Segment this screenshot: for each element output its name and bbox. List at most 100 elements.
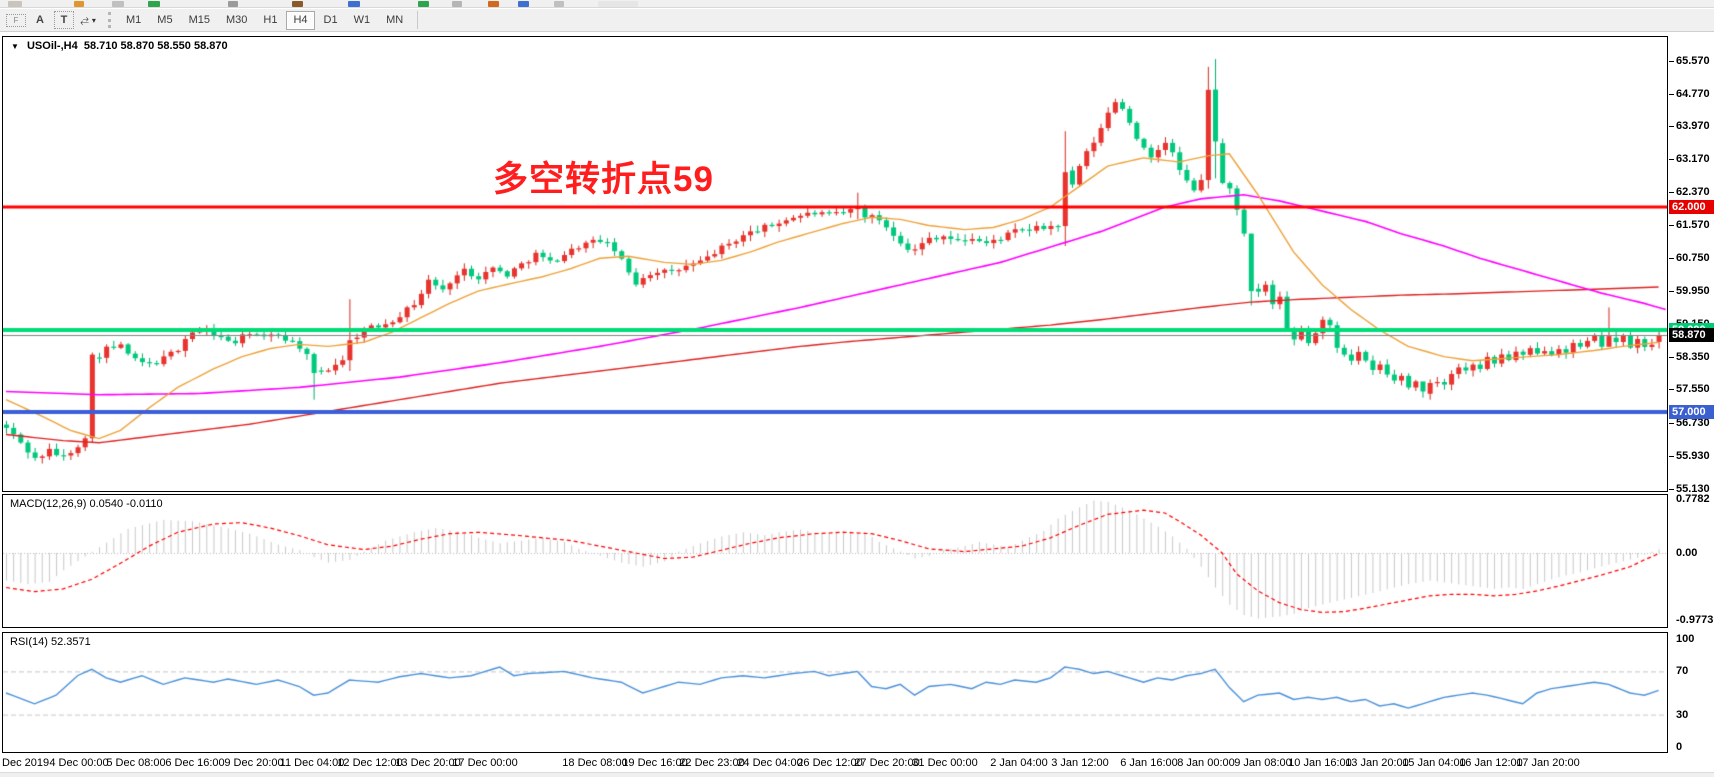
time-axis-label: 15 Jan 04:00 — [1402, 757, 1466, 769]
chevron-down-icon[interactable]: ▾ — [91, 15, 96, 25]
toolbar-icon-sliver[interactable] — [418, 1, 429, 7]
time-axis-label: 6 Dec 16:00 — [165, 757, 225, 769]
toolbar-drag-handle[interactable] — [108, 12, 112, 28]
timeframe-button-m5[interactable]: M5 — [150, 11, 179, 30]
time-axis-label: 13 Dec 20:00 — [395, 757, 461, 769]
price-tick: 62.370 — [1669, 185, 1710, 199]
chart-toolbar: F A T ⥄ ▾ M1 M5 M15 M30 H1 H4 D1 W1 MN — [0, 9, 1714, 32]
price-tick: 61.570 — [1669, 218, 1710, 232]
grid-snap-icon[interactable]: F — [6, 13, 26, 27]
text-label-tool[interactable]: A — [36, 14, 44, 26]
rsi-canvas[interactable] — [3, 633, 1667, 752]
macd-canvas[interactable] — [3, 495, 1667, 627]
time-axis-label: 16 Jan 12:00 — [1459, 757, 1523, 769]
macd-axis-tick: -0.9773 — [1676, 614, 1714, 627]
toolbar-icon-sliver[interactable] — [112, 1, 124, 7]
time-axis-label: 8 Jan 00:00 — [1177, 757, 1235, 769]
top-toolbar-strip — [0, 0, 1714, 8]
toolbar-icon-sliver[interactable] — [348, 1, 360, 7]
tick-mark — [1669, 258, 1674, 260]
timeframe-button-mn[interactable]: MN — [379, 11, 410, 30]
price-level-badge: 62.000 — [1669, 200, 1714, 215]
time-axis-label: 3 Jan 12:00 — [1051, 757, 1109, 769]
tick-mark — [1669, 191, 1674, 193]
time-axis-label: 22 Dec 23:00 — [679, 757, 745, 769]
timeframe-button-h1[interactable]: H1 — [256, 11, 284, 30]
rsi-axis-tick: 100 — [1676, 633, 1695, 645]
tick-mark — [1669, 291, 1674, 293]
time-axis-label: 24 Dec 04:00 — [737, 757, 803, 769]
time-axis-label: 17 Jan 20:00 — [1516, 757, 1580, 769]
timeframe-button-m30[interactable]: M30 — [219, 11, 254, 30]
price-chart-canvas[interactable] — [3, 37, 1667, 491]
toolbar-icon-sliver[interactable] — [598, 1, 638, 7]
price-tick: 55.930 — [1669, 449, 1710, 463]
time-axis-label: 2 Dec 2019 — [0, 757, 50, 769]
tick-mark — [1669, 126, 1674, 128]
collapse-triangle-icon[interactable]: ▼ — [11, 42, 19, 51]
timeframe-button-group: M1 M5 M15 M30 H1 H4 D1 W1 MN — [118, 10, 411, 30]
macd-axis-tick: 0.00 — [1676, 547, 1698, 559]
time-axis-label: 17 Dec 00:00 — [452, 757, 518, 769]
time-axis-label: 2 Jan 04:00 — [990, 757, 1048, 769]
timeframe-button-m15[interactable]: M15 — [182, 11, 217, 30]
tick-mark — [1669, 389, 1674, 391]
symbol-period-label: USOil-,H4 — [26, 40, 78, 52]
price-axis[interactable]: 65.570 64.770 63.970 63.170 62.370 61.570 60.7… — [1669, 36, 1714, 753]
price-tick: 63.970 — [1669, 119, 1710, 133]
time-axis-label: 9 Jan 08:00 — [1234, 757, 1292, 769]
tick-mark — [1669, 159, 1674, 161]
toolbar-icon-sliver[interactable] — [554, 1, 564, 7]
price-tick: 59.950 — [1669, 284, 1710, 298]
price-tick: 55.130 — [1669, 482, 1710, 496]
rsi-axis-tick: 0 — [1676, 741, 1683, 753]
toolbar-icon-sliver[interactable] — [488, 1, 499, 7]
price-tick: 58.350 — [1669, 350, 1710, 364]
text-box-tool-icon[interactable]: T — [54, 11, 74, 29]
tick-mark — [1669, 224, 1674, 226]
rsi-axis-tick: 30 — [1676, 708, 1689, 721]
toolbar-icon-sliver[interactable] — [8, 1, 22, 7]
price-tick: 56.730 — [1669, 416, 1710, 430]
arrows-tool-icon[interactable]: ⥄ ▾ — [80, 13, 96, 26]
time-axis-label: 18 Dec 08:00 — [562, 757, 628, 769]
timeframe-button-h4[interactable]: H4 — [286, 10, 315, 30]
time-axis-label: 10 Jan 16:00 — [1288, 757, 1352, 769]
time-axis-label: 5 Dec 08:00 — [106, 757, 166, 769]
time-axis-label: 13 Jan 20:00 — [1345, 757, 1409, 769]
chart-title: ▼ USOil-,H4 58.710 58.870 58.550 58.870 — [11, 40, 228, 52]
time-axis-label: 4 Dec 00:00 — [49, 757, 109, 769]
time-axis-label: 27 Dec 20:00 — [854, 757, 920, 769]
rsi-label: RSI(14) 52.3571 — [10, 636, 91, 648]
toolbar-icon-sliver[interactable] — [292, 1, 303, 7]
toolbar-icon-sliver[interactable] — [148, 1, 160, 7]
price-tick: 60.750 — [1669, 251, 1710, 265]
rsi-indicator-panel: RSI(14) 52.3571 — [2, 632, 1668, 753]
toolbar-icon-sliver[interactable] — [518, 1, 529, 7]
timeframe-button-d1[interactable]: D1 — [317, 11, 345, 30]
time-axis-label: 19 Dec 16:00 — [622, 757, 688, 769]
macd-indicator-panel: MACD(12,26,9) 0.0540 -0.0110 — [2, 494, 1668, 628]
bottom-strip — [0, 772, 1714, 777]
price-tick: 64.770 — [1669, 87, 1710, 101]
time-axis-label: 12 Dec 12:00 — [337, 757, 403, 769]
tick-mark — [1669, 60, 1674, 62]
ohlc-values: 58.710 58.870 58.550 58.870 — [83, 40, 228, 52]
macd-label: MACD(12,26,9) 0.0540 -0.0110 — [10, 498, 163, 510]
toolbar-icon-sliver[interactable] — [452, 1, 462, 7]
tick-mark — [1669, 93, 1674, 95]
price-level-badge: 57.000 — [1669, 404, 1714, 419]
chart-text-annotation[interactable]: 多空转折点59 — [493, 160, 714, 199]
main-chart-panel: ▼ USOil-,H4 58.710 58.870 58.550 58.870 … — [2, 36, 1668, 492]
time-axis-label: 31 Dec 00:00 — [912, 757, 978, 769]
tick-mark — [1669, 356, 1674, 358]
price-tick: 65.570 — [1669, 54, 1710, 68]
time-axis-label: 26 Dec 12:00 — [797, 757, 863, 769]
timeframe-button-w1[interactable]: W1 — [347, 11, 378, 30]
time-axis-label: 6 Jan 16:00 — [1120, 757, 1178, 769]
tick-mark — [1669, 488, 1674, 490]
toolbar-icon-sliver[interactable] — [228, 1, 238, 7]
toolbar-icon-sliver[interactable] — [74, 1, 84, 7]
timeframe-button-m1[interactable]: M1 — [119, 11, 148, 30]
